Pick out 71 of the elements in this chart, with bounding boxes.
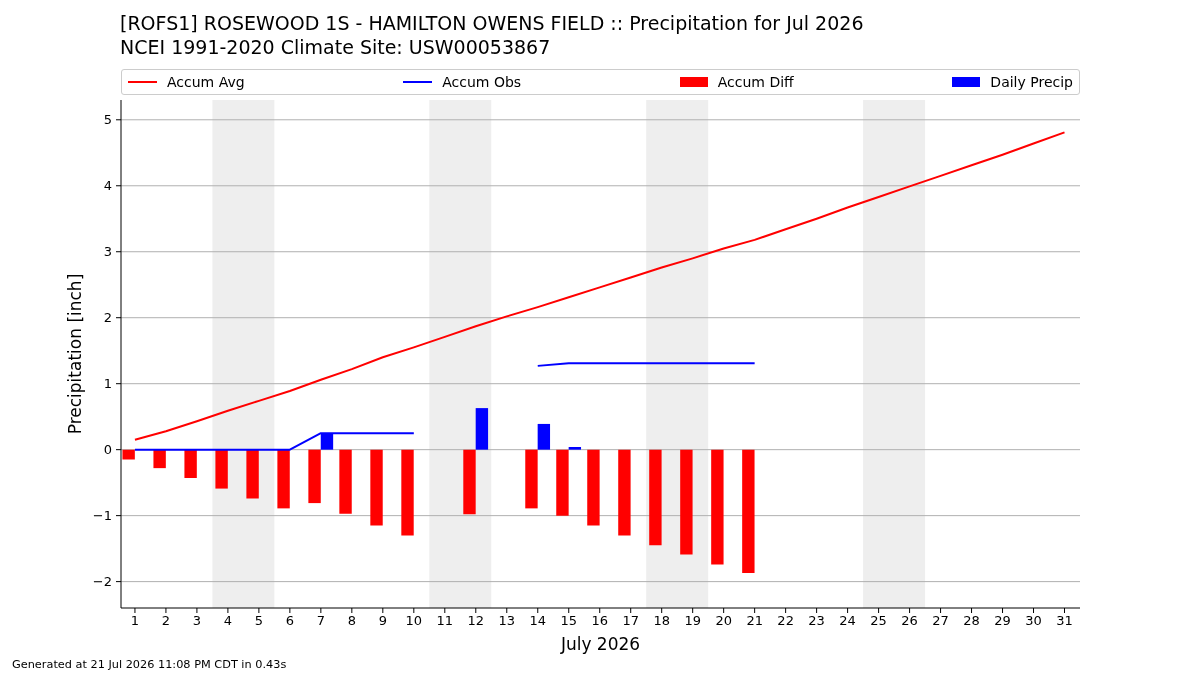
bar (122, 449, 135, 460)
legend-label: Daily Precip (990, 74, 1073, 90)
chart-title: [ROFS1] ROSEWOOD 1S - HAMILTON OWENS FIELD :: Precipitation for Jul 2026 (120, 11, 864, 35)
bar (537, 423, 551, 450)
y-tick-label: 2 (103, 310, 112, 326)
x-tick-label: 20 (715, 613, 732, 629)
bar (246, 449, 259, 499)
bar (475, 408, 489, 450)
y-tick-label: 4 (103, 178, 112, 194)
x-tick-label: 29 (994, 613, 1011, 629)
bar (680, 449, 693, 555)
x-tick-label: 9 (378, 613, 387, 629)
y-axis-title: Precipitation [inch] (65, 273, 85, 435)
chart-subtitle: NCEI 1991-2020 Climate Site: USW00053867 (120, 35, 552, 59)
bar (742, 449, 755, 574)
legend-label: Accum Diff (717, 74, 794, 90)
x-tick-label: 18 (653, 613, 670, 629)
bar (711, 449, 724, 565)
legend-label: Accum Avg (167, 74, 245, 90)
x-tick-label: 26 (901, 613, 918, 629)
bar (308, 449, 321, 504)
x-tick-label: 23 (808, 613, 825, 629)
x-tick-label: 21 (746, 613, 763, 629)
bar (370, 449, 383, 526)
x-tick-label: 11 (436, 613, 454, 629)
y-tick-label: 5 (103, 112, 112, 128)
x-tick-label: 1 (130, 613, 140, 629)
bar (184, 449, 197, 479)
text: Generated at 21 Jul 2026 11:08 PM CDT in 0.43s (12, 658, 287, 672)
bar (618, 449, 631, 536)
x-tick-label: 17 (622, 613, 639, 629)
bar (339, 449, 352, 514)
x-tick-label: 16 (591, 613, 608, 629)
bar (525, 449, 538, 509)
y-tick-label: 0 (103, 442, 112, 458)
x-tick-label: 28 (963, 613, 980, 629)
x-tick-label: 31 (1056, 613, 1073, 629)
x-tick-label: 4 (223, 613, 233, 629)
x-tick-label: 27 (932, 613, 949, 629)
x-axis-title: July 2026 (559, 634, 641, 654)
legend-label: Accum Obs (442, 74, 522, 90)
y-tick-label: 1 (103, 376, 112, 392)
bar (649, 449, 662, 546)
x-tick-label: 24 (839, 613, 856, 629)
bar (556, 449, 569, 516)
bar (215, 449, 228, 489)
x-tick-label: 14 (529, 613, 547, 629)
x-tick-label: 22 (777, 613, 794, 629)
x-tick-label: 12 (467, 613, 485, 629)
x-tick-label: 25 (870, 613, 887, 629)
y-tick-label: 3 (103, 244, 112, 260)
x-tick-label: 15 (560, 613, 578, 629)
bar (401, 449, 414, 536)
y-tick-label: −1 (92, 508, 112, 524)
bar (568, 447, 582, 450)
x-tick-label: 3 (192, 613, 202, 629)
bar (463, 449, 476, 515)
x-tick-label: 8 (347, 613, 356, 629)
x-tick-label: 19 (684, 613, 701, 629)
x-tick-label: 30 (1025, 613, 1042, 629)
bar (587, 449, 600, 526)
x-tick-label: 5 (254, 613, 264, 629)
x-tick-label: 13 (498, 613, 516, 629)
x-tick-label: 7 (316, 613, 325, 629)
x-tick-label: 6 (285, 613, 295, 629)
y-tick-label: −2 (92, 574, 112, 590)
x-tick-label: 10 (405, 613, 423, 629)
bar (153, 449, 166, 469)
x-tick-label: 2 (161, 613, 171, 629)
line-series (133, 131, 1066, 441)
bar (277, 449, 290, 509)
